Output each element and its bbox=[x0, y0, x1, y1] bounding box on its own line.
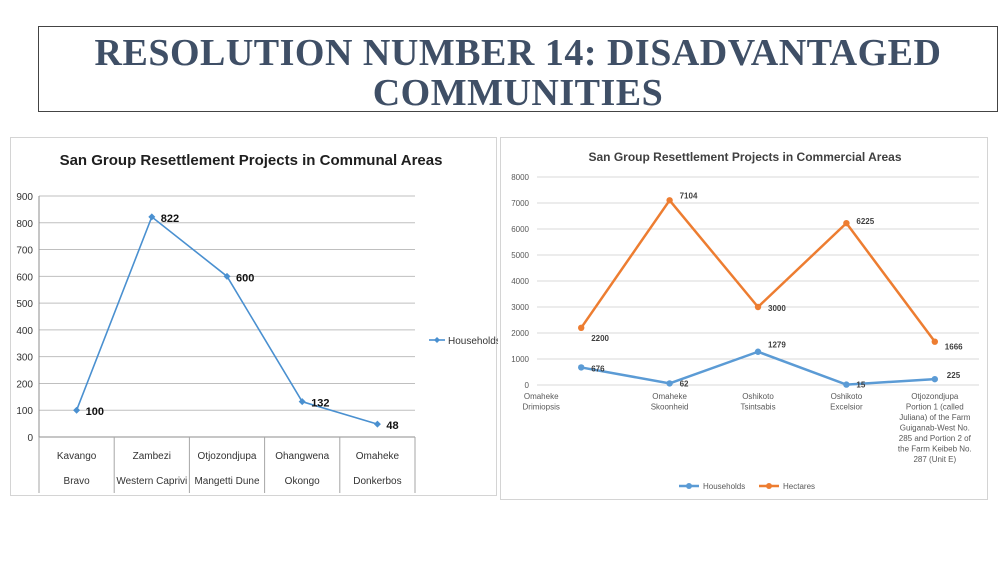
y-tick-label: 6000 bbox=[511, 225, 529, 234]
x-tick-label: 285 and Portion 2 of bbox=[899, 434, 972, 443]
y-tick-label: 700 bbox=[16, 246, 33, 257]
data-label: 7104 bbox=[680, 191, 698, 200]
x-tick-label: Omaheke bbox=[652, 392, 687, 401]
chart-title: San Group Resettlement Projects in Commu… bbox=[60, 152, 443, 169]
x-tick-label: Mangetti Dune bbox=[194, 476, 259, 487]
x-tick-label: 287 (Unit E) bbox=[913, 455, 956, 464]
x-tick-label: Oshikoto bbox=[742, 392, 774, 401]
x-tick-label: Zambezi bbox=[133, 451, 171, 462]
slide-title-box: RESOLUTION NUMBER 14: DISADVANTAGED COMM… bbox=[38, 26, 998, 114]
x-tick-label: Donkerbos bbox=[353, 476, 401, 487]
y-tick-label: 200 bbox=[16, 379, 33, 390]
legend-swatch-marker bbox=[686, 483, 692, 489]
x-tick-label: Excelsior bbox=[830, 403, 863, 412]
households-point bbox=[578, 364, 585, 371]
y-tick-label: 500 bbox=[16, 299, 33, 310]
data-label: 100 bbox=[86, 406, 104, 418]
slide-title-line-2: COMMUNITIES bbox=[372, 72, 664, 114]
data-label: 132 bbox=[311, 398, 329, 410]
x-tick-label: Otjozondjupa bbox=[198, 451, 257, 462]
x-tick-label: Skoonheid bbox=[651, 403, 689, 412]
y-tick-label: 1000 bbox=[511, 355, 529, 364]
y-tick-label: 600 bbox=[16, 272, 33, 283]
y-tick-label: 8000 bbox=[511, 173, 529, 182]
x-tick-label: Omaheke bbox=[356, 451, 400, 462]
legend-label: Hectares bbox=[783, 482, 815, 491]
x-tick-label: Otjozondjupa bbox=[911, 392, 959, 401]
households-point bbox=[73, 406, 81, 414]
y-tick-label: 7000 bbox=[511, 199, 529, 208]
x-tick-label: Okongo bbox=[285, 476, 320, 487]
x-tick-label: Guiganab-West No. bbox=[900, 424, 970, 433]
data-label: 822 bbox=[161, 213, 179, 225]
y-tick-label: 5000 bbox=[511, 251, 529, 260]
legend-swatch-marker bbox=[766, 483, 772, 489]
hectares-point bbox=[754, 303, 762, 311]
hectares-series-line bbox=[580, 199, 936, 343]
data-label: 676 bbox=[591, 364, 605, 373]
x-tick-label: Portion 1 (called bbox=[906, 403, 964, 412]
data-label: 2200 bbox=[591, 334, 609, 343]
households-point bbox=[754, 348, 762, 355]
x-tick-label: Omaheke bbox=[524, 392, 559, 401]
legend-label: Households bbox=[448, 336, 498, 347]
x-tick-label: Drimiopsis bbox=[523, 403, 560, 412]
data-label: 3000 bbox=[768, 304, 786, 313]
y-tick-label: 300 bbox=[16, 353, 33, 364]
commercial-areas-chart: San Group Resettlement Projects in Comme… bbox=[511, 150, 979, 491]
y-tick-label: 900 bbox=[16, 192, 33, 203]
households-series-line bbox=[75, 215, 378, 425]
data-label: 1666 bbox=[945, 343, 963, 352]
y-tick-label: 3000 bbox=[511, 303, 529, 312]
x-tick-label: Kavango bbox=[57, 451, 97, 462]
data-label: 225 bbox=[947, 371, 961, 380]
legend-swatch-marker bbox=[434, 337, 440, 343]
data-label: 15 bbox=[856, 381, 865, 390]
hectares-point bbox=[843, 219, 850, 227]
households-point bbox=[298, 398, 306, 406]
households-point bbox=[223, 272, 231, 280]
communal-areas-chart-panel: San Group Resettlement Projects in Commu… bbox=[10, 137, 498, 496]
x-tick-label: Tsintsabis bbox=[740, 403, 775, 412]
hectares-point bbox=[666, 197, 673, 204]
slide-title-line-1: RESOLUTION NUMBER 14: DISADVANTAGED bbox=[94, 32, 942, 74]
hectares-point bbox=[578, 324, 585, 331]
households-point bbox=[666, 380, 673, 387]
households-point bbox=[843, 381, 850, 388]
y-tick-label: 0 bbox=[525, 381, 530, 390]
hectares-point bbox=[931, 338, 938, 345]
data-label: 62 bbox=[680, 379, 689, 388]
households-point bbox=[931, 375, 938, 383]
y-tick-label: 4000 bbox=[511, 277, 529, 286]
data-label: 48 bbox=[386, 420, 398, 432]
households-series-line bbox=[580, 350, 935, 386]
x-tick-label: Ohangwena bbox=[275, 451, 329, 462]
y-tick-label: 0 bbox=[27, 433, 33, 444]
y-tick-label: 2000 bbox=[511, 329, 529, 338]
x-tick-label: Juliana) of the Farm bbox=[899, 413, 970, 422]
data-label: 6225 bbox=[856, 217, 874, 226]
chart-title: San Group Resettlement Projects in Comme… bbox=[589, 150, 902, 164]
communal-areas-chart: San Group Resettlement Projects in Commu… bbox=[16, 152, 498, 493]
data-label: 600 bbox=[236, 272, 254, 284]
legend-label: Households bbox=[703, 482, 745, 491]
households-point bbox=[373, 420, 381, 428]
y-tick-label: 800 bbox=[16, 219, 33, 230]
x-tick-label: the Farm Keibeb No. bbox=[898, 445, 972, 454]
households-point bbox=[148, 213, 156, 221]
x-tick-label: Oshikoto bbox=[831, 392, 863, 401]
y-tick-label: 100 bbox=[16, 406, 33, 417]
x-tick-label: Bravo bbox=[64, 476, 91, 487]
x-tick-label: Western Caprivi bbox=[116, 476, 187, 487]
y-tick-label: 400 bbox=[16, 326, 33, 337]
commercial-areas-chart-panel: San Group Resettlement Projects in Comme… bbox=[500, 137, 988, 500]
data-label: 1279 bbox=[768, 341, 786, 350]
